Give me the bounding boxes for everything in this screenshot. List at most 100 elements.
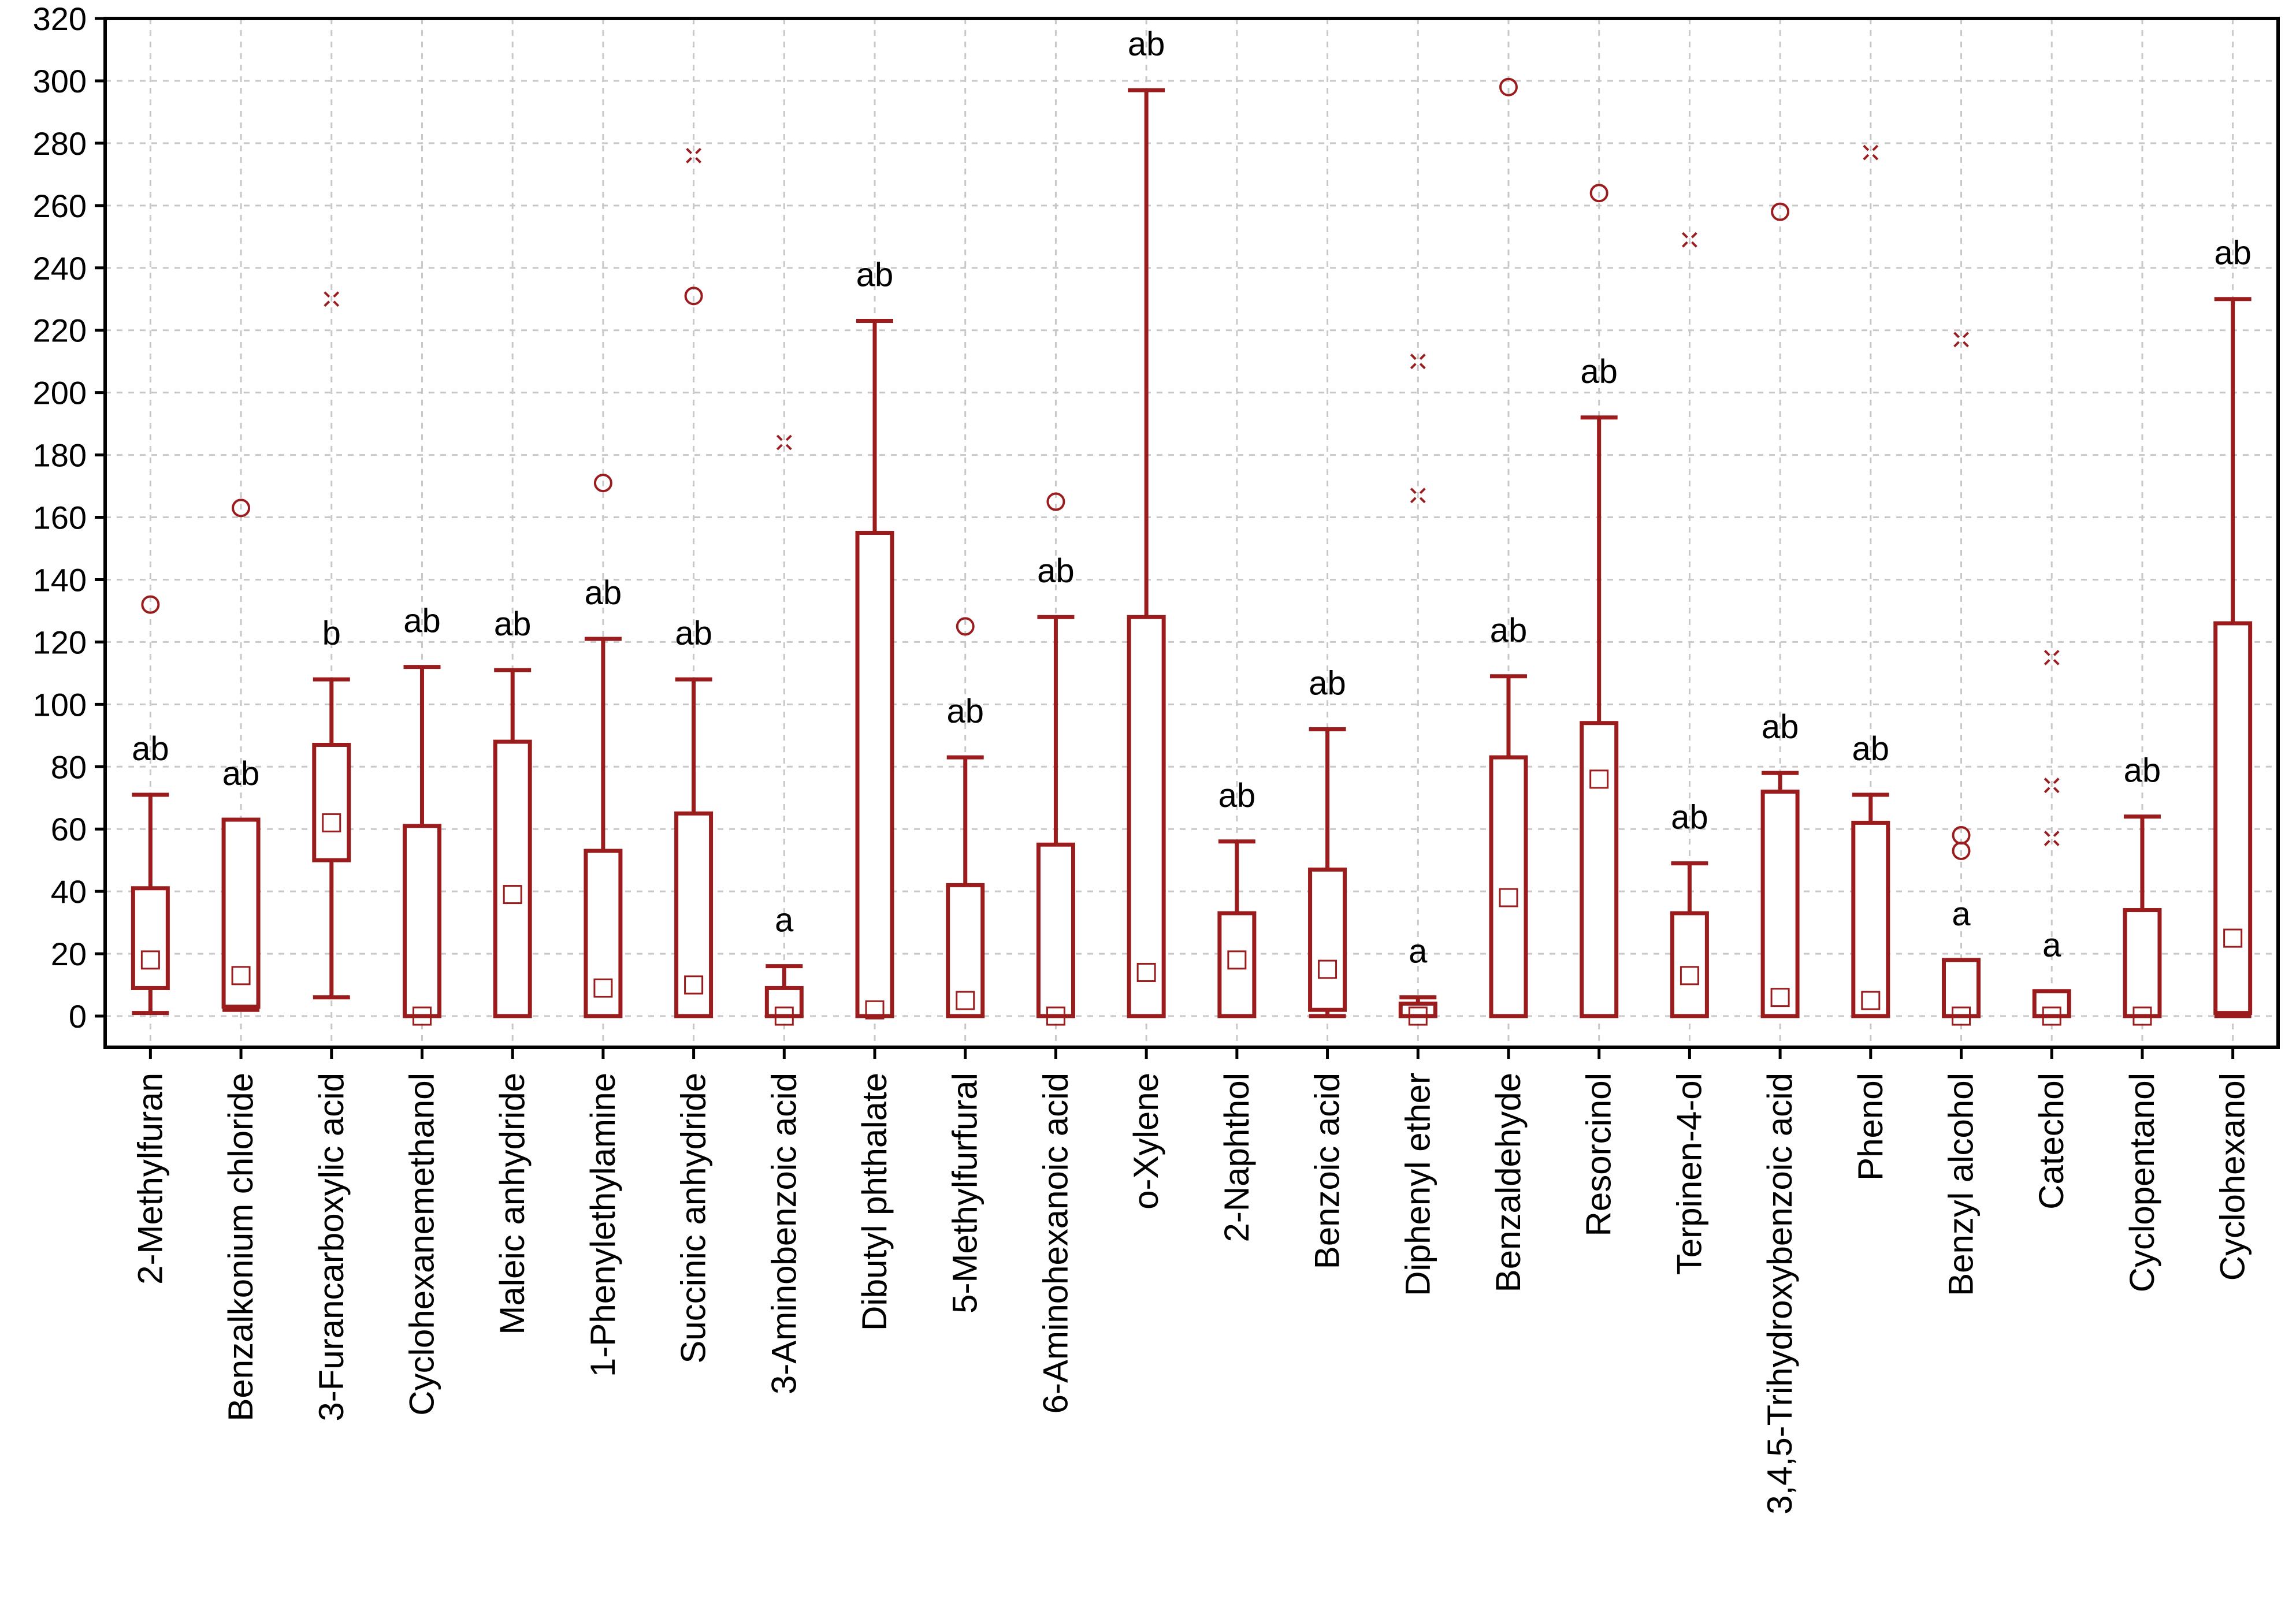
median-marker [593, 978, 613, 998]
category-label: 1-Phenylethylamine [584, 1073, 622, 1377]
median-marker [865, 1000, 885, 1020]
y-tick-label: 100 [33, 686, 87, 723]
box-6: ab [584, 474, 623, 1018]
category-label: 3-Aminobenzoic acid [764, 1073, 803, 1394]
outlier-point [1499, 77, 1518, 96]
iqr-box [1489, 755, 1528, 1018]
outlier-point [1952, 826, 1971, 845]
median-marker [1680, 966, 1699, 985]
significance-group-label: ab [403, 602, 441, 640]
extreme-point [776, 434, 792, 451]
category-label: 3,4,5-Trihydroxybenzoic acid [1760, 1073, 1799, 1515]
iqr-box [1217, 911, 1257, 1018]
extreme-point [1410, 354, 1426, 370]
iqr-box [1580, 721, 1619, 1018]
median-marker [503, 885, 522, 905]
category-label: Diphenyl ether [1398, 1073, 1437, 1296]
box-15: a [1398, 354, 1437, 1026]
significance-group-label: b [322, 615, 341, 652]
category-label: Benzalkonium chloride [221, 1073, 260, 1422]
category-label: 6-Aminohexanoic acid [1036, 1073, 1075, 1413]
box-19: ab [1760, 202, 1800, 1018]
category-label: Cyclopentanol [2123, 1073, 2161, 1292]
median-marker [774, 1006, 794, 1026]
box-9: ab [855, 256, 894, 1020]
box-18: ab [1670, 232, 1709, 1018]
y-tick-label: 40 [51, 873, 87, 910]
iqr-box [1036, 842, 1075, 1018]
median-marker [231, 966, 251, 985]
box-17: ab [1580, 184, 1619, 1018]
category-label: Resorcinol [1580, 1073, 1618, 1236]
significance-group-label: ab [1309, 665, 1346, 702]
iqr-box [221, 817, 261, 1009]
y-tick-label: 240 [33, 250, 87, 287]
category-label: Catechol [2032, 1073, 2071, 1210]
significance-group-label: ab [1490, 612, 1528, 649]
y-tick-label: 180 [33, 437, 87, 474]
y-tick-label: 60 [51, 811, 87, 847]
category-label: Phenol [1851, 1073, 1890, 1181]
outlier-point [1771, 202, 1790, 221]
category-label: Maleic anhydride [493, 1073, 532, 1335]
category-label: 2-Methylfuran [131, 1073, 169, 1285]
outlier-point [141, 595, 160, 614]
box-11: ab [1036, 492, 1075, 1026]
extreme-point [1410, 488, 1426, 504]
box-14: ab [1308, 665, 1347, 1018]
extreme-point [1681, 232, 1697, 248]
box-7: ab [674, 148, 714, 1018]
category-label: Terpinen-4-ol [1670, 1073, 1708, 1275]
y-axis-ticks: 0 20 40 60 80 100 120 140 160 180 200 220 240 260 280 3… [33, 1, 105, 1035]
category-labels: 2-Methylfuran Benzalkonium chloride 3-Fura… [131, 1073, 2252, 1515]
significance-group-label: ab [1580, 353, 1618, 390]
box-5: ab [493, 605, 532, 1018]
category-label: Benzaldehyde [1489, 1073, 1528, 1292]
extreme-point [1863, 144, 1879, 161]
outlier-point [1046, 492, 1065, 511]
median-marker [684, 975, 704, 995]
box-3: b [312, 291, 351, 1000]
outlier-point [1589, 184, 1608, 203]
outlier-point [956, 617, 975, 636]
iqr-box [131, 886, 170, 990]
box-21: a [1942, 332, 1981, 1026]
iqr-box [855, 531, 894, 1018]
significance-group-label: a [1409, 933, 1428, 970]
median-marker [140, 950, 160, 970]
y-tick-label: 140 [33, 561, 87, 598]
y-tick-label: 0 [69, 998, 87, 1035]
y-tick-label: 260 [33, 188, 87, 224]
box-13: ab [1217, 777, 1257, 1018]
iqr-box [2032, 989, 2071, 1018]
category-label: Cyclohexanemethanol [402, 1073, 441, 1416]
extreme-point [1953, 332, 1969, 348]
significance-group-label: ab [1037, 552, 1075, 590]
category-label: 5-Methylfurfural [946, 1073, 984, 1314]
median-marker [1770, 988, 1790, 1007]
category-label: 2-Naphthol [1217, 1073, 1256, 1243]
iqr-box [584, 849, 623, 1018]
iqr-box [2123, 908, 2162, 1018]
median-marker [1861, 991, 1881, 1010]
iqr-box [1308, 867, 1347, 1012]
box-10: ab [946, 617, 985, 1018]
box-8: a [764, 434, 804, 1026]
box-23: ab [2123, 752, 2162, 1026]
median-marker [1589, 769, 1609, 789]
median-marker [956, 991, 975, 1010]
box-16: ab [1489, 77, 1528, 1018]
category-label: Benzyl alcohol [1942, 1073, 1981, 1296]
significance-group-label: a [2042, 927, 2061, 964]
significance-group-label: ab [856, 256, 894, 294]
y-tick-label: 20 [51, 936, 87, 972]
iqr-box [946, 883, 985, 1018]
box-24: ab [2213, 235, 2253, 1018]
significance-group-label: ab [1671, 799, 1708, 836]
iqr-box [674, 811, 714, 1018]
median-marker [322, 813, 341, 832]
significance-group-label: ab [1128, 25, 1165, 63]
median-marker [1136, 962, 1156, 982]
extreme-point [324, 291, 340, 307]
box-22: a [2032, 649, 2071, 1026]
